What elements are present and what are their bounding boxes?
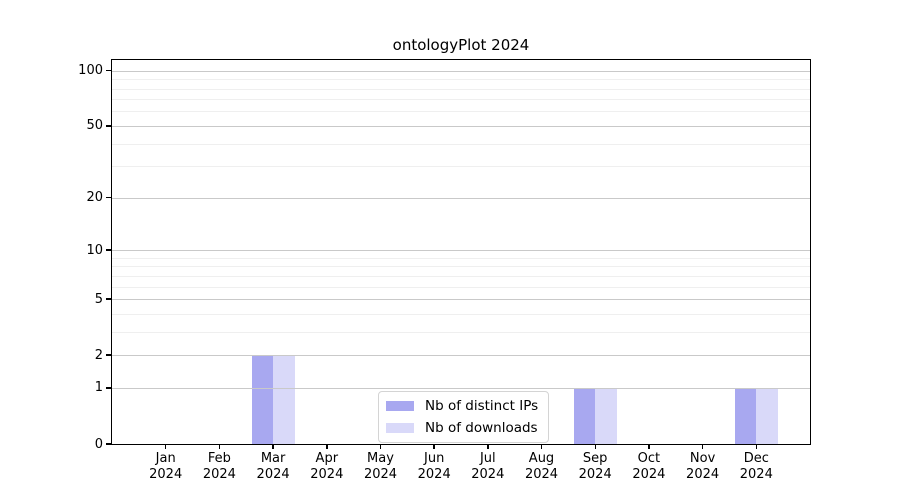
major-gridline — [112, 387, 810, 389]
minor-gridline — [112, 166, 810, 168]
legend-label-downloads: Nb of downloads — [425, 420, 538, 436]
x-tick-label: Jul 2024 — [471, 451, 505, 482]
y-tick-label: 50 — [86, 118, 103, 134]
minor-gridline — [112, 286, 810, 288]
x-tick-mark — [379, 444, 382, 449]
y-tick-label: 100 — [78, 63, 103, 79]
chart-title: ontologyPlot 2024 — [392, 36, 530, 54]
minor-gridline — [112, 79, 810, 80]
major-gridline — [112, 197, 810, 199]
x-tick-mark — [218, 444, 221, 449]
x-tick-label: Nov 2024 — [686, 451, 720, 482]
bar-distinct-ips — [251, 355, 274, 444]
minor-gridline — [112, 257, 810, 259]
minor-gridline — [112, 143, 810, 145]
x-tick-mark — [272, 444, 274, 449]
y-tick-label: 1 — [94, 380, 103, 396]
minor-gridline — [112, 88, 810, 90]
legend-swatch-distinct-ips — [386, 401, 414, 411]
legend-swatch-downloads — [386, 423, 414, 433]
bar-downloads — [756, 387, 778, 444]
y-tick-mark — [106, 69, 111, 72]
legend-label-distinct-ips: Nb of distinct IPs — [425, 398, 539, 414]
y-tick-label: 0 — [94, 436, 103, 452]
x-tick-mark — [487, 444, 489, 449]
x-tick-mark — [164, 444, 167, 449]
y-tick-label: 10 — [86, 242, 103, 258]
x-tick-mark — [594, 444, 596, 449]
bar-downloads — [595, 387, 617, 444]
x-tick-mark — [648, 444, 650, 449]
major-gridline — [112, 125, 810, 127]
plot-area: 0 1 2 5 10 20 50 100 Jan 2024 Feb 2024 Mar 2024 Apr 202… — [78, 59, 811, 482]
major-gridline — [112, 355, 810, 357]
legend-entry-distinct-ips: Nb of distinct IPs — [386, 398, 538, 414]
x-tick-mark — [701, 444, 704, 449]
bar-distinct-ips — [573, 387, 596, 444]
x-tick-label: May 2024 — [363, 451, 398, 482]
bar-downloads — [273, 355, 295, 444]
x-tick-label: Jan 2024 — [149, 451, 183, 482]
minor-gridline — [112, 266, 810, 268]
x-tick-mark — [433, 444, 435, 449]
legend: Nb of distinct IPs Nb of downloads — [378, 391, 550, 443]
y-tick-mark — [106, 196, 111, 199]
y-tick-mark — [106, 298, 111, 300]
x-tick-mark — [540, 444, 543, 449]
major-gridline — [112, 70, 810, 72]
x-tick-label: Sep 2024 — [578, 451, 612, 482]
minor-gridline — [112, 99, 810, 101]
y-tick-label: 2 — [94, 347, 103, 363]
y-tick-label: 20 — [86, 190, 103, 206]
bar-distinct-ips — [734, 387, 757, 444]
y-tick-mark — [106, 249, 111, 251]
x-tick-label: Feb 2024 — [202, 451, 236, 482]
x-tick-label: Oct 2024 — [632, 451, 666, 482]
major-gridline — [112, 250, 810, 251]
major-gridline — [112, 299, 810, 300]
y-tick-label: 5 — [94, 291, 103, 307]
y-tick-mark — [106, 387, 111, 389]
minor-gridline — [112, 331, 810, 333]
minor-gridline — [112, 275, 810, 277]
x-tick-label: Dec 2024 — [739, 451, 773, 482]
y-tick-mark — [106, 125, 111, 127]
x-tick-label: Mar 2024 — [256, 451, 290, 482]
y-tick-mark — [106, 354, 111, 356]
minor-gridline — [112, 111, 810, 113]
x-tick-mark — [755, 444, 758, 449]
x-tick-label: Aug 2024 — [524, 451, 559, 482]
x-tick-label: Jun 2024 — [417, 451, 451, 482]
x-tick-mark — [326, 444, 328, 449]
y-tick-mark — [106, 443, 111, 445]
minor-gridline — [112, 313, 810, 315]
legend-entry-downloads: Nb of downloads — [386, 420, 538, 436]
x-tick-label: Apr 2024 — [310, 451, 344, 482]
